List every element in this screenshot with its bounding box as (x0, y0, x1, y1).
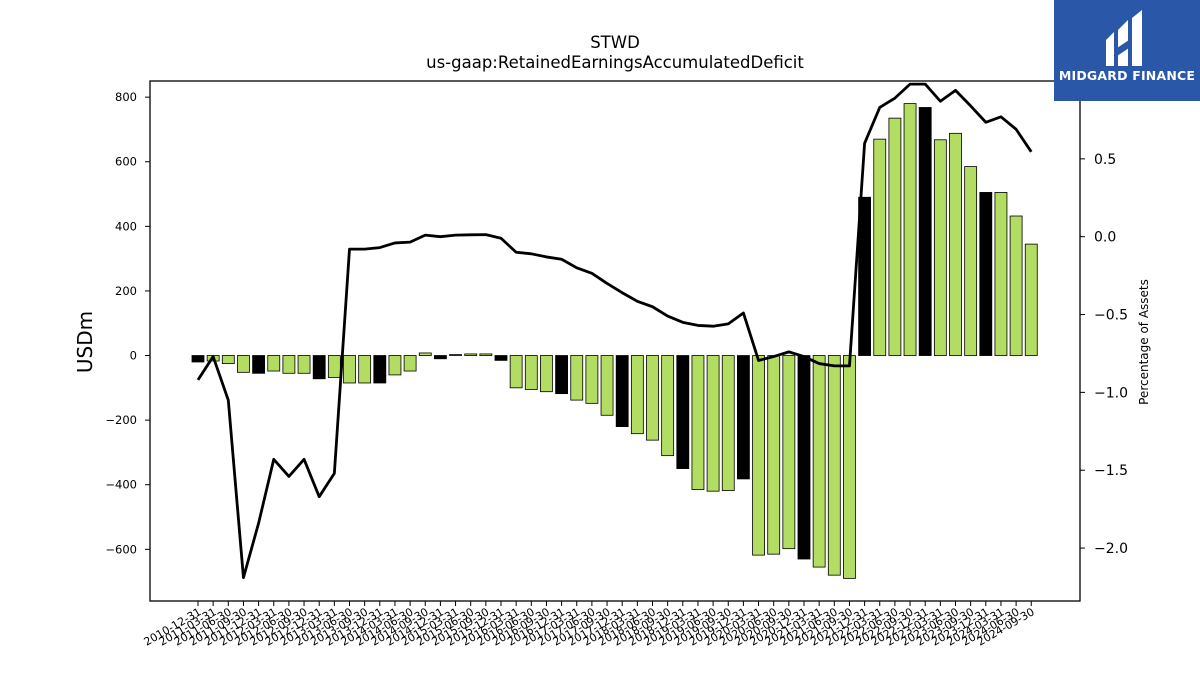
bar (494, 355, 508, 361)
percentage-line (196, 82, 1033, 580)
bar (949, 132, 962, 356)
bar (858, 196, 871, 356)
bar (221, 355, 235, 364)
bar (979, 192, 993, 356)
bar (388, 355, 402, 376)
bar (373, 355, 387, 384)
chart-title: STWD (590, 33, 640, 52)
y2-tick-label: 0.5 (1094, 152, 1116, 168)
y2-axis-label: Percentage of Assets (1137, 279, 1151, 405)
y-axis-label: USDm (73, 311, 97, 373)
bar (873, 138, 887, 356)
bar (1009, 215, 1023, 356)
bar (464, 353, 478, 356)
bar (994, 192, 1008, 356)
bar (358, 355, 372, 384)
bar (888, 117, 902, 356)
x-axis-ticks: 2010-12-312011-03-312011-06-302011-09-30… (142, 601, 1037, 649)
bar (812, 355, 826, 568)
y2-tick-label: 0.0 (1094, 230, 1116, 246)
bar (676, 355, 690, 469)
y-tick-label: 800 (115, 90, 137, 104)
bar (918, 107, 932, 356)
chart-subtitle: us-gaap:RetainedEarningsAccumulatedDefic… (426, 53, 804, 72)
bar (509, 355, 523, 389)
y2-tick-label: −1.0 (1094, 385, 1128, 401)
bar (252, 355, 266, 374)
bar (191, 355, 205, 363)
bar (585, 355, 599, 404)
bar (782, 355, 796, 550)
y-tick-label: 200 (115, 284, 137, 298)
y-tick-label: −600 (105, 542, 137, 556)
bar (903, 103, 917, 356)
y-tick-label: 600 (115, 155, 137, 169)
y-tick-label: −200 (105, 413, 137, 427)
bar (691, 355, 705, 490)
y-tick-label: −400 (105, 478, 137, 492)
bar (646, 355, 659, 441)
y-tick-label: 400 (115, 219, 137, 233)
bar (479, 353, 493, 356)
y-tick-label: 0 (130, 349, 137, 363)
bar (615, 355, 629, 427)
bar (555, 355, 568, 395)
bar (661, 355, 675, 457)
y2-tick-label: −1.5 (1094, 463, 1128, 479)
bar (1024, 243, 1038, 356)
bar (297, 355, 311, 374)
bar (449, 354, 462, 356)
bar (524, 355, 538, 390)
bar (327, 355, 341, 378)
bar (630, 355, 644, 435)
bar (767, 355, 781, 555)
bars-layer (191, 103, 1038, 579)
bar (343, 355, 356, 384)
bar (403, 355, 417, 372)
bar (797, 355, 811, 560)
midgard-logo-icon (1106, 10, 1142, 66)
bar (600, 355, 614, 416)
bar (721, 355, 735, 491)
y2-tick-label: −2.0 (1094, 541, 1128, 557)
bar (418, 352, 432, 356)
bar (237, 355, 250, 373)
y2-tick-label: −0.5 (1094, 308, 1128, 324)
bar (843, 355, 856, 579)
left-axis-ticks: −600 −400 −200 0 200 400 600 800 (105, 90, 150, 556)
bar (827, 355, 841, 576)
bar (433, 355, 447, 360)
bar (752, 355, 765, 556)
bar (282, 355, 296, 374)
bar (964, 166, 978, 356)
plot-frame (149, 80, 1081, 602)
bar (737, 355, 750, 480)
bar (570, 355, 584, 401)
bar (267, 355, 281, 372)
bar (706, 355, 720, 492)
logo-text: MIDGARD FINANCE (1058, 68, 1196, 83)
bar (312, 355, 326, 380)
midgard-logo: MIDGARD FINANCE (1054, 0, 1200, 101)
bar (933, 139, 947, 356)
line-layer (196, 82, 1033, 580)
bar (540, 355, 553, 393)
right-axis-ticks: −2.0−1.5−1.0−0.50.00.51.0 (1080, 74, 1128, 557)
